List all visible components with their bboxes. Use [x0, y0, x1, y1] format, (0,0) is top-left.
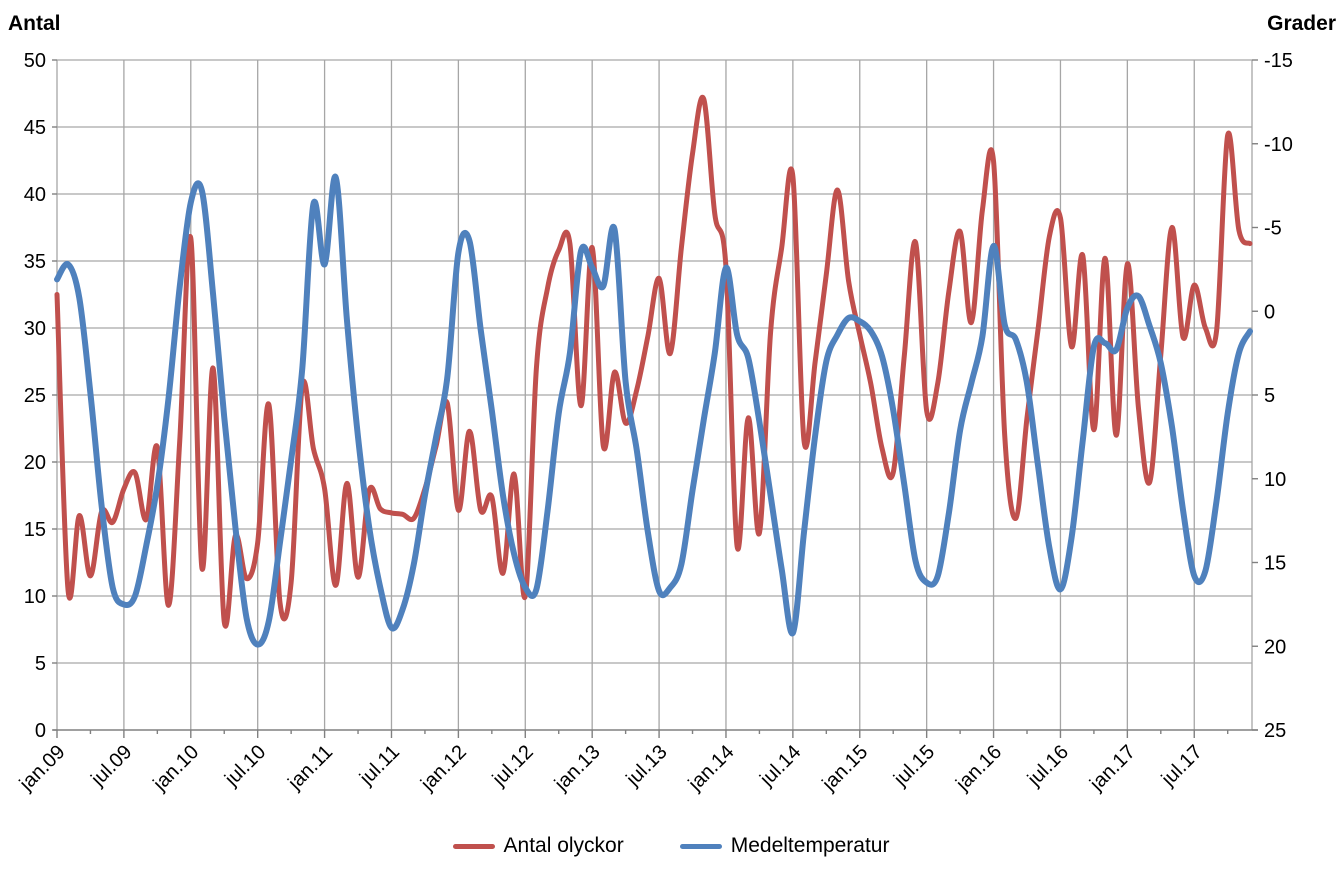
y-tick-label-left: 15	[24, 519, 46, 541]
y-tick-label-left: 30	[24, 318, 46, 340]
x-tick-label: jul.09	[86, 741, 136, 791]
y-tick-label-right: 0	[1264, 301, 1275, 323]
x-tick-label: jan.14	[684, 741, 739, 796]
y-tick-label-right: -10	[1264, 134, 1293, 156]
right-axis-title: Grader	[1267, 12, 1336, 35]
legend-item-antal-olyckor: Antal olyckor	[452, 834, 624, 858]
x-tick-label: jul.12	[488, 741, 538, 791]
legend-item-medeltemperatur: Medeltemperatur	[679, 834, 890, 858]
x-tick-label: jan.15	[818, 741, 873, 796]
x-tick-label: jan.13	[550, 741, 605, 796]
x-tick-label: jan.16	[951, 741, 1006, 796]
x-tick-label: jul.17	[1157, 741, 1207, 791]
x-tick-label: jul.10	[220, 741, 270, 791]
x-tick-label: jan.12	[416, 741, 471, 796]
y-tick-label-left: 20	[24, 452, 46, 474]
series-line-medeltemperatur	[54, 174, 1253, 648]
y-tick-label-right: -15	[1264, 50, 1293, 72]
x-tick-label: jan.10	[149, 741, 204, 796]
y-tick-label-right: 25	[1264, 720, 1286, 742]
legend-swatch-red-line	[452, 843, 495, 849]
y-tick-label-left: 25	[24, 385, 46, 407]
y-tick-label-left: 40	[24, 184, 46, 206]
x-tick-label: jul.11	[355, 741, 404, 790]
x-tick-label: jul.16	[1023, 741, 1073, 791]
y-tick-label-left: 10	[24, 586, 46, 608]
x-tick-label: jul.13	[622, 741, 672, 791]
x-tick-label: jan.11	[283, 741, 337, 795]
y-tick-label-right: -5	[1264, 218, 1282, 240]
y-tick-label-left: 35	[24, 251, 46, 273]
left-axis-title: Antal	[8, 12, 61, 35]
x-tick-label: jan.17	[1085, 741, 1140, 796]
legend: Antal olyckor Medeltemperatur	[0, 834, 1342, 858]
y-tick-label-left: 45	[24, 117, 46, 139]
x-tick-label: jul.15	[889, 741, 939, 791]
y-tick-label-right: 5	[1264, 385, 1275, 407]
legend-label: Medeltemperatur	[730, 834, 890, 857]
y-tick-label-right: 10	[1264, 469, 1286, 491]
y-tick-label-left: 50	[24, 50, 46, 72]
y-tick-label-right: 15	[1264, 553, 1286, 575]
y-tick-label-left: 5	[35, 653, 46, 675]
x-tick-label: jan.09	[15, 741, 70, 796]
legend-label: Antal olyckor	[503, 834, 624, 857]
legend-swatch-blue-line	[679, 843, 722, 849]
x-tick-label: jul.14	[755, 741, 805, 791]
y-tick-label-right: 20	[1264, 636, 1286, 658]
y-tick-label-left: 0	[35, 720, 46, 742]
